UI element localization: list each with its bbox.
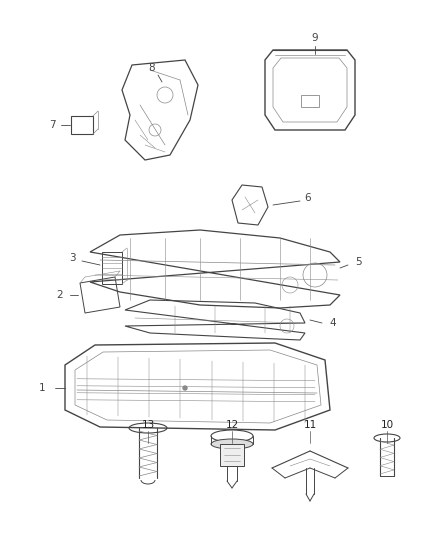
Ellipse shape: [211, 439, 253, 449]
Text: 11: 11: [304, 420, 317, 430]
Circle shape: [183, 386, 187, 390]
Text: 5: 5: [355, 257, 361, 267]
Bar: [220, 444, 244, 466]
Text: 7: 7: [49, 120, 55, 130]
Text: 3: 3: [69, 253, 75, 263]
Text: 9: 9: [312, 33, 318, 43]
Text: 1: 1: [39, 383, 45, 393]
Bar: [102, 252, 122, 284]
Text: 10: 10: [381, 420, 394, 430]
Text: 13: 13: [141, 420, 155, 430]
Text: 2: 2: [57, 290, 64, 300]
Text: 6: 6: [305, 193, 311, 203]
Text: 8: 8: [148, 63, 155, 73]
Bar: [301, 95, 319, 107]
Text: 4: 4: [330, 318, 336, 328]
Bar: [71, 116, 93, 134]
Text: 12: 12: [226, 420, 239, 430]
